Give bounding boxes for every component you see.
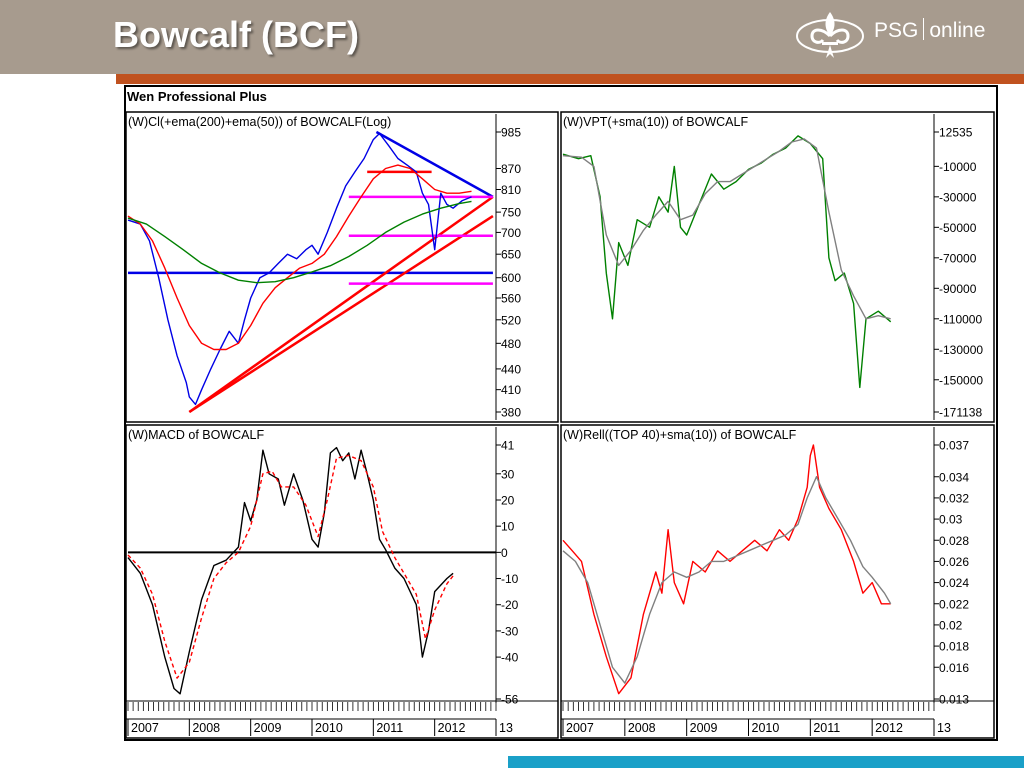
y-tick-label: -30 xyxy=(501,624,519,638)
y-tick-label: -10000 xyxy=(939,160,977,174)
series-line xyxy=(127,454,454,679)
brand-suffix: online xyxy=(929,19,986,42)
y-tick-label: 0 xyxy=(501,546,508,560)
y-tick-label: -56 xyxy=(501,693,519,707)
x-tick-label: 2007 xyxy=(131,721,159,735)
y-tick-label: 520 xyxy=(501,313,521,327)
y-tick-label: 0.022 xyxy=(939,597,969,611)
slide-title: Bowcalf (BCF) xyxy=(113,14,359,55)
y-tick-label: 0.02 xyxy=(939,618,963,632)
trend-line xyxy=(188,195,494,414)
y-tick-label: 41 xyxy=(501,439,515,453)
chart-panel-4: (W)Rell((TOP 40)+sma(10)) of BOWCALF 0.03… xyxy=(560,424,995,739)
y-tick-label: -110000 xyxy=(939,312,982,326)
panel-title: (W)Cl(+ema(200)+ema(50)) of BOWCALF(Log) xyxy=(128,115,391,129)
trend-line xyxy=(188,215,494,414)
series-line xyxy=(562,476,892,684)
y-tick-label: 0.037 xyxy=(939,439,969,453)
x-tick-label: 2008 xyxy=(628,721,656,735)
app-title: Wen Professional Plus xyxy=(127,89,267,104)
y-tick-label: 700 xyxy=(501,226,521,240)
y-tick-label: -20 xyxy=(501,598,519,612)
chart-panel-2: (W)VPT(+sma(10)) of BOWCALF 12535 -10000 -3… xyxy=(560,111,995,423)
series-line xyxy=(127,446,454,695)
panel-title: (W)VPT(+sma(10)) of BOWCALF xyxy=(563,115,748,129)
panel-border xyxy=(560,111,995,423)
y-tick-label: -171138 xyxy=(939,406,982,420)
x-tick-label: 13 xyxy=(499,721,513,735)
y-tick-label: 560 xyxy=(501,292,521,306)
y-tick-label: 870 xyxy=(501,162,521,176)
y-tick-label: 0.026 xyxy=(939,555,969,569)
y-tick-label: -30000 xyxy=(939,190,977,204)
y-tick-label: 410 xyxy=(501,383,521,397)
y-tick-label: -90000 xyxy=(939,282,977,296)
fleur-de-lis-icon xyxy=(796,12,864,58)
y-tick-label: -40 xyxy=(501,651,519,665)
panel-title: (W)Rell((TOP 40)+sma(10)) of BOWCALF xyxy=(563,428,797,442)
y-tick-label: 810 xyxy=(501,183,521,197)
x-tick-label: 2008 xyxy=(192,721,220,735)
x-tick-label: 13 xyxy=(937,721,951,735)
panel-border xyxy=(125,424,559,739)
series-line xyxy=(562,138,891,320)
x-tick-label: 2012 xyxy=(438,721,466,735)
y-tick-label: 0.016 xyxy=(939,661,969,675)
slide-header xyxy=(0,0,1024,74)
y-tick-label: -130000 xyxy=(939,343,983,357)
y-tick-label: 0.024 xyxy=(939,576,969,590)
header-rule xyxy=(116,74,1024,84)
x-tick-label: 2012 xyxy=(875,721,903,735)
y-tick-label: 750 xyxy=(501,206,521,220)
x-tick-label: 2009 xyxy=(254,721,282,735)
panel-border xyxy=(560,424,995,739)
series-line xyxy=(127,164,472,351)
y-tick-label: 30 xyxy=(501,467,515,481)
y-tick-label: 0.013 xyxy=(939,693,969,707)
y-tick-label: -50000 xyxy=(939,221,977,235)
y-tick-label: 650 xyxy=(501,248,521,262)
x-tick-label: 2011 xyxy=(376,721,403,735)
brand-name: PSG xyxy=(874,19,919,42)
x-tick-label: 2011 xyxy=(813,721,840,735)
y-tick-label: 0.018 xyxy=(939,640,969,654)
chart-panel-3: (W)MACD of BOWCALF413020100-10-20-30-40-… xyxy=(125,424,559,739)
y-tick-label: 0.03 xyxy=(939,513,963,527)
x-tick-label: 2009 xyxy=(690,721,718,735)
y-tick-label: 380 xyxy=(501,406,521,420)
panel-title: (W)MACD of BOWCALF xyxy=(128,428,264,442)
chart-panel-1: (W)Cl(+ema(200)+ema(50)) of BOWCALF(Log)… xyxy=(125,111,559,423)
y-tick-label: 480 xyxy=(501,337,521,351)
y-tick-label: 20 xyxy=(501,493,515,507)
y-tick-label: 0.028 xyxy=(939,534,969,548)
y-tick-label: 0.034 xyxy=(939,470,969,484)
series-line xyxy=(127,200,472,284)
y-tick-label: -10 xyxy=(501,572,519,586)
y-tick-label: -150000 xyxy=(939,373,983,387)
x-tick-label: 2007 xyxy=(566,721,594,735)
series-line xyxy=(127,132,472,406)
y-tick-label: 600 xyxy=(501,271,521,285)
x-tick-label: 2010 xyxy=(752,721,780,735)
y-tick-label: 12535 xyxy=(939,126,973,140)
brand-logo: PSG online xyxy=(796,6,1006,64)
x-tick-label: 2010 xyxy=(315,721,343,735)
y-tick-label: 0.032 xyxy=(939,491,969,505)
trend-line xyxy=(375,130,494,198)
y-tick-label: 10 xyxy=(501,520,515,534)
y-tick-label: -70000 xyxy=(939,251,977,265)
accent-bar xyxy=(508,756,1024,768)
brand-separator xyxy=(923,18,925,40)
y-tick-label: 985 xyxy=(501,126,521,140)
brand-wordmark: PSG online xyxy=(874,18,985,43)
panel-border xyxy=(125,111,559,423)
y-tick-label: 440 xyxy=(501,362,521,376)
